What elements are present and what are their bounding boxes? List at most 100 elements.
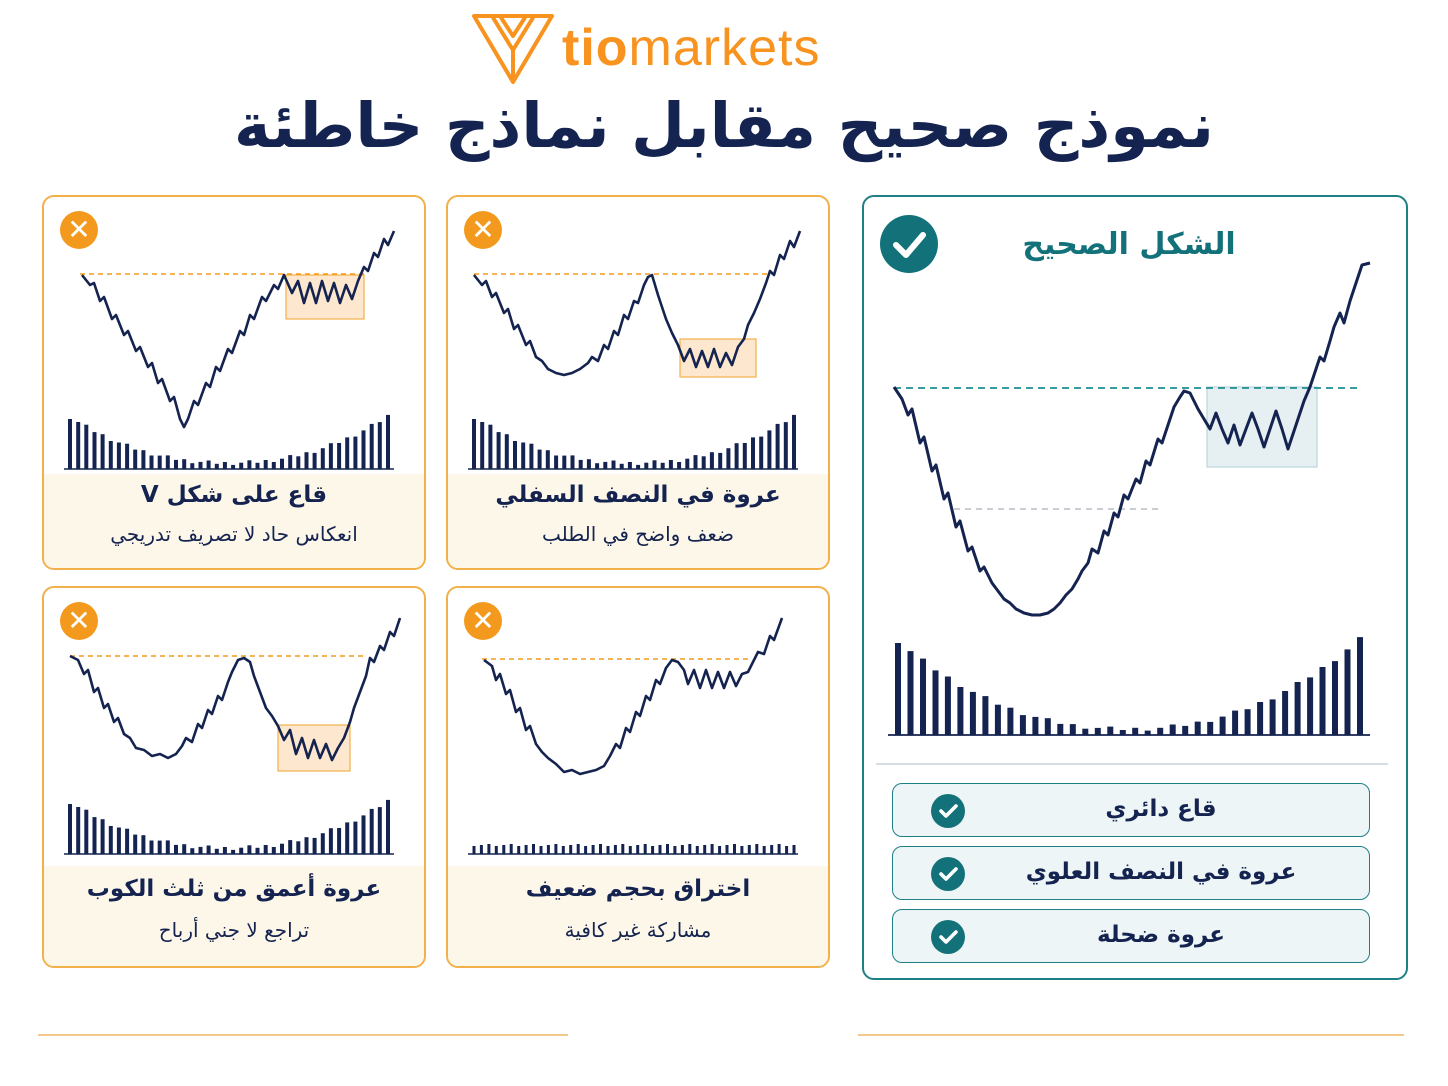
volume-bar	[386, 799, 390, 854]
volume-bar	[747, 845, 751, 854]
volume-bar	[222, 462, 227, 469]
volume-bar	[488, 424, 493, 469]
volume-bar	[1132, 727, 1139, 735]
volume-bar	[969, 691, 976, 735]
volume-bar	[666, 844, 669, 854]
volume-bar	[247, 460, 252, 469]
volume-bar	[1044, 718, 1051, 735]
volume-bar	[619, 463, 624, 469]
x-circle-icon: ✕	[464, 211, 502, 249]
volume-bar	[345, 822, 350, 854]
volume-bar	[1232, 710, 1239, 735]
volume-bar	[725, 845, 729, 854]
correct-title: الشكل الصحيح	[1022, 227, 1236, 262]
volume-bar	[685, 458, 690, 469]
volume-bar	[239, 462, 244, 469]
volume-bars	[472, 844, 796, 854]
volume-bar	[513, 441, 517, 469]
volume-bar	[271, 847, 276, 854]
volume-bar	[718, 452, 723, 469]
volume-bar	[353, 821, 358, 854]
volume-bar	[214, 848, 219, 854]
volume-bar	[100, 819, 105, 854]
volume-bar	[328, 443, 333, 469]
volume-bar	[599, 844, 602, 854]
volume-bar	[320, 448, 325, 469]
volume-bar	[1294, 682, 1301, 735]
volume-bar	[636, 845, 640, 854]
volume-bar	[255, 462, 260, 469]
volume-bar	[537, 449, 542, 469]
volume-bars	[68, 414, 390, 469]
volume-bar	[627, 462, 632, 469]
card-subtitle: ضعف واضح في الطلب	[541, 522, 735, 546]
footer-rule-right	[858, 1034, 1404, 1036]
volume-bar	[792, 414, 796, 469]
volume-bar	[578, 459, 583, 469]
wrong-card-deep-handle: ✕ عروة أعمق من ثلث الكوب تراجع لا جني أر…	[42, 586, 426, 968]
volume-bar	[231, 464, 236, 469]
volume-bar	[198, 461, 203, 469]
volume-bar	[651, 846, 655, 854]
brand-name-bold: tio	[562, 19, 629, 77]
volume-bar	[517, 846, 521, 854]
volume-bar	[762, 846, 766, 854]
volume-bar	[1319, 667, 1326, 735]
footer-rule-left	[38, 1034, 568, 1036]
checklist-label: عروة في النصف العلوي	[1025, 859, 1297, 885]
volume-bar	[652, 460, 657, 469]
wrong-card-low-handle: ✕ عروة في النصف السفلي ضعف واضح في الطلب	[446, 195, 830, 570]
volume-bar	[562, 455, 567, 469]
volume-bar	[479, 845, 483, 854]
brand-logo: tiomarkets	[470, 10, 890, 86]
volume-bar	[487, 844, 491, 854]
volume-bar	[472, 846, 476, 854]
volume-bar	[76, 807, 81, 854]
volume-bar	[569, 845, 573, 854]
volume-bar	[182, 844, 187, 854]
volume-bar	[1282, 691, 1289, 735]
volume-bar	[361, 815, 366, 854]
volume-bar	[504, 434, 509, 469]
card-caption: عروة أعمق من ثلث الكوب تراجع لا جني أربا…	[44, 866, 424, 966]
card-subtitle: مشاركة غير كافية	[564, 918, 712, 942]
volume-bar	[472, 419, 476, 469]
volume-bar	[92, 817, 97, 854]
volume-bar	[561, 846, 565, 854]
volume-bar	[157, 455, 162, 469]
volume-bar	[206, 845, 211, 854]
checklist-label: عروة ضحلة	[1096, 922, 1226, 948]
volume-bar	[480, 422, 485, 469]
volume-bar	[775, 423, 780, 469]
volume-bar	[994, 704, 1001, 735]
volume-bar	[695, 846, 699, 854]
volume-bar	[734, 443, 739, 469]
volume-bars	[68, 799, 390, 854]
volume-bar	[84, 809, 89, 854]
volume-bar	[1069, 724, 1076, 735]
volume-bar	[636, 464, 641, 469]
volume-bar	[1207, 721, 1214, 735]
volume-bar	[108, 441, 113, 469]
volume-bar	[628, 846, 632, 854]
volume-bar	[149, 840, 154, 854]
price-line	[69, 617, 402, 762]
volume-bar	[759, 436, 764, 469]
volume-bar	[214, 463, 219, 469]
volume-bar	[1082, 728, 1089, 735]
volume-bar	[701, 456, 706, 469]
volume-bar	[680, 845, 684, 854]
divider	[876, 763, 1388, 765]
volume-bar	[377, 422, 382, 469]
volume-bar	[263, 460, 268, 469]
volume-bar	[545, 450, 550, 469]
page-title: نموذج صحيح مقابل نماذج خاطئة	[234, 89, 1214, 162]
card-caption: اختراق بحجم ضعيف مشاركة غير كافية	[448, 866, 828, 966]
volume-bar	[280, 458, 284, 469]
volume-bar	[1169, 724, 1176, 735]
volume-bar	[1269, 699, 1276, 735]
price-line	[892, 261, 1371, 617]
volume-bar	[613, 845, 617, 854]
volume-bar	[369, 423, 374, 469]
x-circle-icon: ✕	[464, 602, 502, 640]
